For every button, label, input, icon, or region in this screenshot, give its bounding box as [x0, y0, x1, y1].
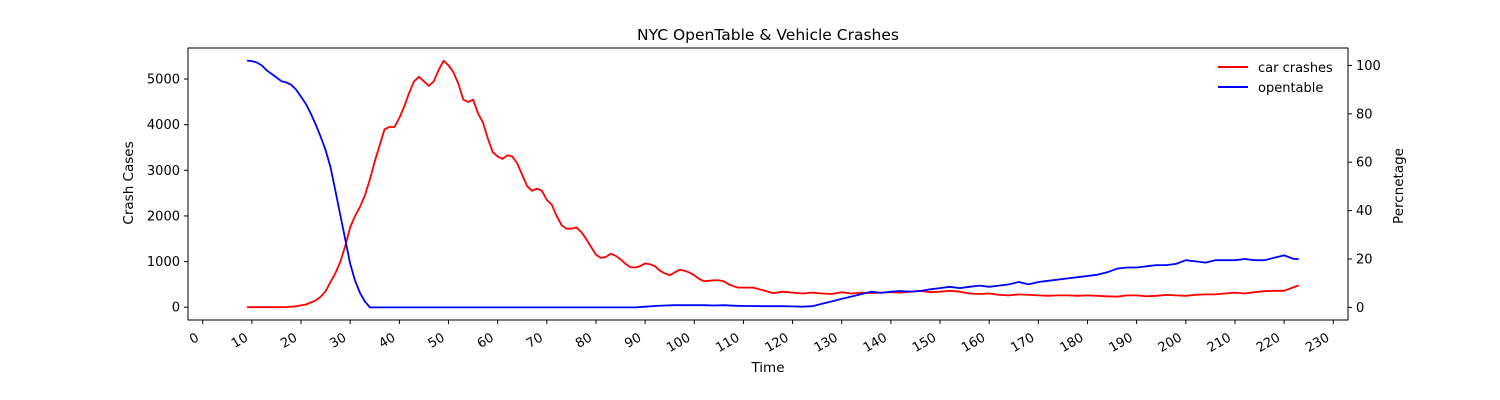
left-y-tick-label: 0	[172, 301, 180, 316]
left-y-tick-label: 5000	[147, 73, 180, 88]
series-line-car-crashes	[247, 59, 1300, 309]
x-tick-label: 160	[959, 330, 988, 355]
x-tick-label: 30	[327, 330, 349, 351]
right-y-tick-label: 40	[1356, 204, 1373, 219]
left-y-axis-title: Crash Cases	[121, 141, 137, 224]
series-line-opentable	[246, 59, 1299, 309]
legend-label-car-crashes: car crashes	[1258, 61, 1333, 76]
right-y-tick-label: 20	[1356, 253, 1373, 268]
x-tick-label: 20	[278, 330, 300, 351]
x-tick-label: 70	[524, 330, 546, 351]
x-tick-label: 190	[1107, 330, 1136, 355]
x-tick-label: 130	[812, 330, 841, 355]
legend-label-opentable: opentable	[1258, 81, 1323, 96]
left-y-tick-label: 2000	[147, 209, 180, 224]
left-y-tick-label: 4000	[147, 118, 180, 133]
right-y-tick-label: 80	[1356, 107, 1373, 122]
x-tick-label: 180	[1057, 330, 1086, 355]
x-axis-title: Time	[750, 360, 784, 376]
x-tick-label: 170	[1008, 330, 1037, 355]
x-tick-label: 0	[187, 330, 202, 347]
x-tick-label: 100	[664, 330, 693, 355]
left-y-tick-label: 1000	[147, 255, 180, 270]
x-tick-label: 230	[1303, 330, 1332, 355]
right-y-tick-label: 60	[1356, 156, 1373, 171]
x-tick-label: 140	[861, 330, 890, 355]
chart-title: NYC OpenTable & Vehicle Crashes	[637, 26, 899, 44]
left-y-tick-label: 3000	[147, 164, 180, 179]
x-tick-label: 40	[377, 330, 399, 351]
x-tick-label: 110	[713, 330, 742, 355]
x-tick-label: 200	[1156, 330, 1185, 355]
axes: 0 10 20 30 40 50 60 70 80 90 100 110 120 130 140 150 160…	[147, 47, 1381, 356]
x-tick-label: 120	[763, 330, 792, 355]
x-tick-label: 10	[229, 330, 251, 351]
legend: car crashes opentable	[1218, 61, 1333, 96]
x-tick-label: 80	[573, 330, 595, 351]
x-tick-label: 60	[475, 330, 497, 351]
right-y-tick-label: 100	[1356, 59, 1381, 74]
x-tick-label: 220	[1254, 330, 1283, 355]
right-y-tick-label: 0	[1356, 301, 1364, 316]
x-tick-label: 90	[622, 330, 644, 351]
x-tick-label: 50	[426, 330, 448, 351]
right-y-axis-title: Percnetage	[1391, 148, 1407, 224]
plot-area	[246, 59, 1300, 309]
axes-frame	[187, 47, 1349, 321]
x-tick-label: 150	[910, 330, 939, 355]
x-tick-label: 210	[1205, 330, 1234, 355]
